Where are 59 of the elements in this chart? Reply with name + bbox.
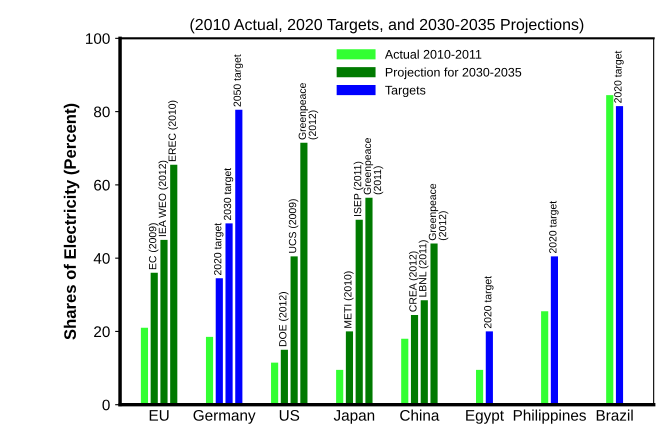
y-tick-label: 100 xyxy=(86,33,110,44)
annotation: EC (2009) xyxy=(148,223,158,270)
x-tick-label: Japan xyxy=(334,410,374,424)
x-tick-label: Egypt xyxy=(466,410,504,424)
annotation: UCS (2009) xyxy=(288,199,298,253)
y-tick-label: 60 xyxy=(94,180,110,191)
bar xyxy=(150,272,158,405)
x-tick-label: US xyxy=(280,410,300,421)
y-tick-label: 0 xyxy=(102,400,110,410)
legend-label: Projection for 2030-2035 xyxy=(386,67,522,80)
annotation: Greenpeace (2011) xyxy=(364,138,384,194)
x-tick-label: Germany xyxy=(194,410,256,424)
y-axis-title: Shares of Electricity (Percent) xyxy=(64,104,80,340)
annotation: IEA WEO (2012) xyxy=(158,160,168,236)
bar xyxy=(550,256,558,405)
legend-label: Targets xyxy=(385,86,426,98)
annotation: CREA (2012) xyxy=(408,251,419,312)
bar xyxy=(170,164,178,405)
bar xyxy=(271,362,278,405)
annotation: METI (2010) xyxy=(344,271,354,328)
bar xyxy=(616,106,624,405)
annotation: 2030 target xyxy=(224,168,234,220)
x-tick-label: Philippines xyxy=(514,410,586,424)
annotation: Greenpeace (2012) xyxy=(428,184,448,240)
y-tick-label: 80 xyxy=(94,106,110,118)
annotation: 2020 target xyxy=(214,222,224,276)
bar xyxy=(430,244,438,405)
bar xyxy=(160,240,168,405)
bar xyxy=(290,256,298,405)
annotation: ISEP (2011) xyxy=(354,162,364,216)
annotation: 2020 target xyxy=(549,200,559,254)
bar xyxy=(346,331,354,405)
annotation: LBNL (2011) xyxy=(418,240,428,297)
bar xyxy=(206,336,214,405)
x-tick-label: China xyxy=(400,410,440,421)
chart-title: (2010 Actual, 2020 Targets, and 2030-2035 Projections) xyxy=(190,18,584,34)
bar xyxy=(235,110,242,405)
bar xyxy=(365,198,373,405)
annotation: DOE (2012) xyxy=(278,292,289,346)
bar xyxy=(140,328,148,405)
annotation: 2020 target xyxy=(614,50,624,103)
y-tick-label: 20 xyxy=(94,326,110,338)
x-tick-label: EU xyxy=(150,410,169,421)
bar xyxy=(280,350,288,405)
bar xyxy=(420,300,428,405)
bar xyxy=(486,331,493,405)
legend-label: Actual 2010-2011 xyxy=(384,50,482,59)
annotation: EREC (2010) xyxy=(168,100,178,162)
x-tick-label: Brazil xyxy=(596,410,633,421)
bar xyxy=(356,220,363,405)
annotation: 2020 target xyxy=(484,276,494,328)
annotation: 2050 target xyxy=(234,54,243,106)
bar xyxy=(410,314,418,405)
bar xyxy=(225,223,233,405)
bar xyxy=(401,338,408,405)
y-tick-label: 40 xyxy=(94,253,110,264)
bar xyxy=(300,142,308,405)
bar xyxy=(336,370,344,405)
annotation: Greenpeace (2012) xyxy=(298,83,318,140)
